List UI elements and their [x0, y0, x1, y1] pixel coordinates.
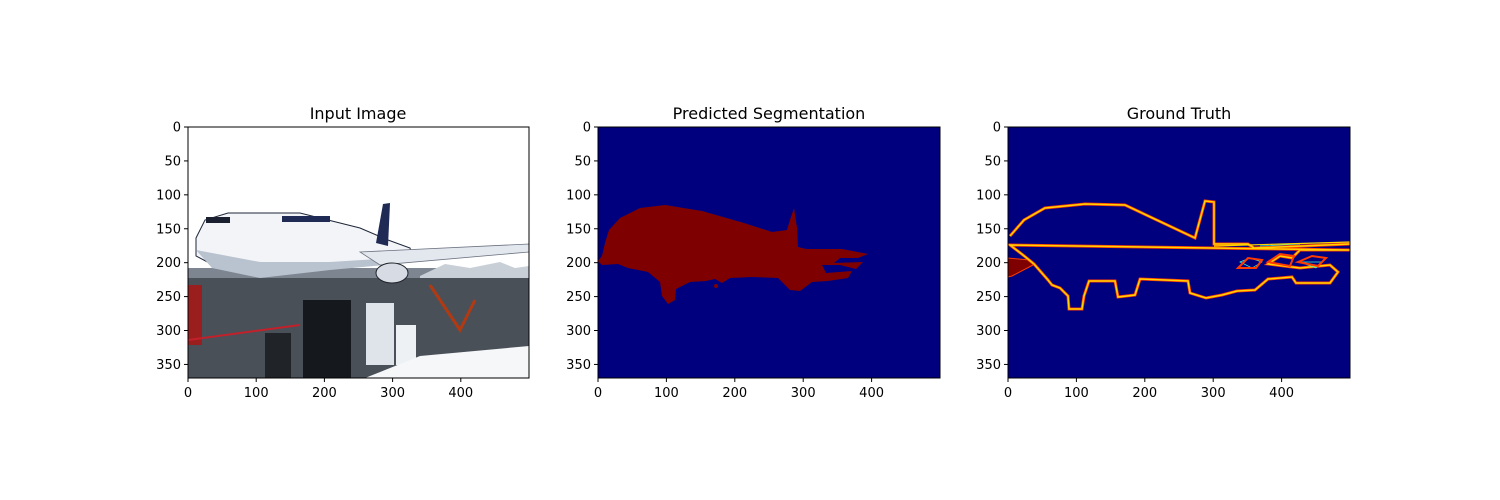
y-tick-label: 300 — [976, 324, 1001, 339]
seg-speck — [714, 284, 718, 288]
x-axis: 0 100 200 300 400 — [184, 378, 473, 401]
x-tick-label: 100 — [1064, 386, 1089, 401]
y-axis: 0 50 100 150 200 250 300 350 — [566, 121, 598, 373]
gt-wing-line — [1213, 241, 1350, 247]
x-tick-label: 0 — [594, 386, 602, 401]
x-tick-label: 300 — [791, 386, 816, 401]
y-tick-label: 300 — [156, 324, 181, 339]
panel-title: Predicted Segmentation — [673, 104, 866, 123]
panel-predicted-segmentation: Predicted Segmentation 0 100 200 300 400 0 50… — [566, 104, 941, 401]
x-axis: 0 100 200 300 400 — [594, 378, 884, 401]
axes-frame — [597, 126, 941, 379]
y-tick-label: 50 — [984, 154, 1001, 169]
y-tick-label: 0 — [173, 121, 181, 136]
seg-airplane-mask — [598, 205, 868, 304]
x-tick-label: 100 — [244, 386, 269, 401]
photo-stairs — [428, 284, 477, 333]
y-tick-label: 100 — [156, 188, 181, 203]
panel-title: Input Image — [310, 104, 407, 123]
segmentation-heatmap — [598, 127, 940, 378]
photo-ground-equipment-2 — [366, 303, 394, 365]
y-tick-label: 350 — [976, 358, 1001, 373]
y-tick-label: 200 — [156, 256, 181, 271]
photo-cockpit — [206, 217, 230, 223]
gt-left-wedge — [1008, 257, 1034, 278]
panel-title: Ground Truth — [1127, 104, 1232, 123]
photo-distant-planes — [420, 262, 529, 278]
photo-foreground-wing — [365, 346, 529, 378]
x-tick-label: 100 — [654, 386, 679, 401]
x-tick-label: 300 — [380, 386, 405, 401]
panel-input-image: Input Image 0 100 200 300 400 0 50 100 150 200 25… — [156, 104, 530, 401]
x-tick-label: 200 — [722, 386, 747, 401]
gt-background — [1008, 127, 1350, 378]
y-tick-label: 0 — [583, 121, 591, 136]
photo-left-cart — [188, 285, 202, 345]
x-tick-label: 300 — [1201, 386, 1226, 401]
y-tick-label: 150 — [566, 222, 591, 237]
axes-frame — [187, 126, 530, 379]
photo-airplane-tail — [376, 203, 390, 246]
y-tick-label: 350 — [566, 358, 591, 373]
ground-truth-heatmap — [1008, 127, 1350, 378]
y-tick-label: 350 — [156, 358, 181, 373]
axes-frame — [1007, 126, 1351, 379]
y-tick-label: 50 — [164, 154, 181, 169]
photo-ground-equipment-4 — [265, 333, 291, 378]
x-tick-label: 0 — [184, 386, 192, 401]
y-axis: 0 50 100 150 200 250 300 350 — [976, 121, 1008, 373]
photo-horizon-band — [188, 268, 529, 278]
y-tick-label: 200 — [566, 256, 591, 271]
panel-ground-truth: Ground Truth 0 100 200 300 400 0 50 100 150 200 2… — [976, 104, 1351, 401]
y-tick-label: 200 — [976, 256, 1001, 271]
x-tick-label: 200 — [1132, 386, 1157, 401]
y-tick-label: 0 — [993, 121, 1001, 136]
y-tick-label: 250 — [156, 290, 181, 305]
y-tick-label: 50 — [574, 154, 591, 169]
x-tick-label: 400 — [1269, 386, 1294, 401]
gt-airplane-outline — [1008, 199, 1350, 311]
x-tick-label: 0 — [1004, 386, 1012, 401]
y-tick-label: 300 — [566, 324, 591, 339]
x-axis: 0 100 200 300 400 — [1004, 378, 1294, 401]
photo-titlestripe — [282, 216, 330, 222]
x-tick-label: 400 — [448, 386, 473, 401]
photo-airplane-wing — [358, 243, 529, 266]
photo-airplane-belly — [196, 250, 395, 278]
gt-engine-loops — [1235, 252, 1329, 269]
y-tick-label: 100 — [566, 188, 591, 203]
photo-red-line — [188, 324, 301, 341]
photo-ground-equipment-3 — [396, 325, 416, 365]
input-photo — [188, 127, 529, 378]
y-tick-label: 150 — [156, 222, 181, 237]
y-tick-label: 250 — [566, 290, 591, 305]
y-tick-label: 150 — [976, 222, 1001, 237]
y-tick-label: 250 — [976, 290, 1001, 305]
photo-ground-equipment-1 — [303, 300, 351, 378]
y-tick-label: 100 — [976, 188, 1001, 203]
y-axis: 0 50 100 150 200 250 300 350 — [156, 121, 188, 373]
x-tick-label: 400 — [859, 386, 884, 401]
photo-engine — [375, 262, 409, 284]
x-tick-label: 200 — [312, 386, 337, 401]
